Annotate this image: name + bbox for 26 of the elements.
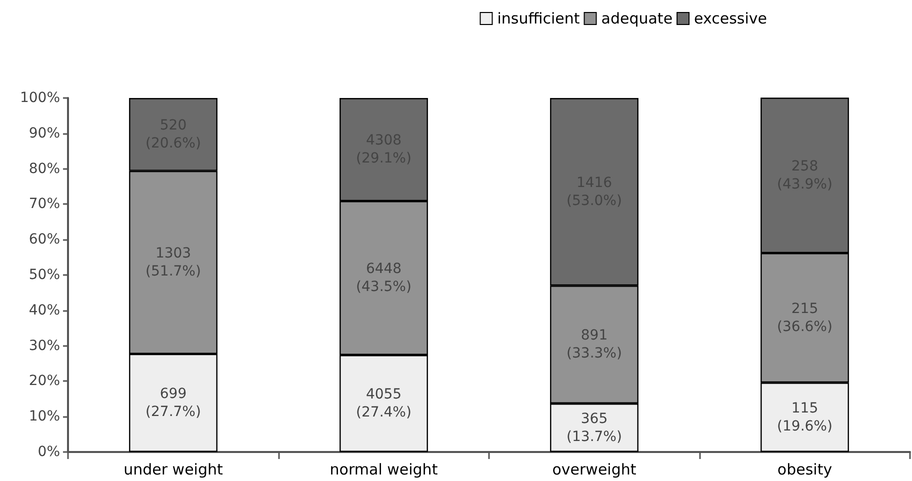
y-tick-label: 80% bbox=[28, 160, 60, 177]
data-label: 4055 (27.4%) bbox=[356, 386, 412, 420]
data-label: 115 (19.6%) bbox=[777, 400, 832, 434]
y-tick-label: 20% bbox=[28, 373, 60, 390]
y-tick-label: 70% bbox=[28, 196, 60, 212]
y-tick-label: 50% bbox=[28, 267, 60, 283]
y-tick-label: 10% bbox=[28, 408, 60, 425]
x-tick-label: under weight bbox=[124, 460, 223, 478]
y-tick-label: 40% bbox=[28, 302, 60, 318]
data-label: 6448 (43.5%) bbox=[356, 261, 412, 296]
y-tick-label: 100% bbox=[20, 90, 60, 106]
y-tick-label: 90% bbox=[28, 125, 60, 142]
legend-label: excessive bbox=[694, 10, 768, 28]
y-tick-label: 30% bbox=[28, 338, 60, 354]
y-tick-label: 0% bbox=[38, 444, 60, 460]
x-tick-label: overweight bbox=[552, 460, 636, 478]
legend-label: insufficient bbox=[497, 10, 580, 28]
data-label: 699 (27.7%) bbox=[146, 386, 201, 420]
x-tick-label: normal weight bbox=[330, 460, 438, 478]
data-label: 1303 (51.7%) bbox=[146, 245, 201, 280]
data-label: 891 (33.3%) bbox=[566, 328, 622, 362]
legend-label: adequate bbox=[601, 10, 673, 28]
data-label: 365 (13.7%) bbox=[566, 410, 622, 445]
x-tick-label: obesity bbox=[777, 460, 832, 478]
y-tick-label: 60% bbox=[28, 232, 60, 248]
data-label: 215 (36.6%) bbox=[777, 300, 832, 335]
